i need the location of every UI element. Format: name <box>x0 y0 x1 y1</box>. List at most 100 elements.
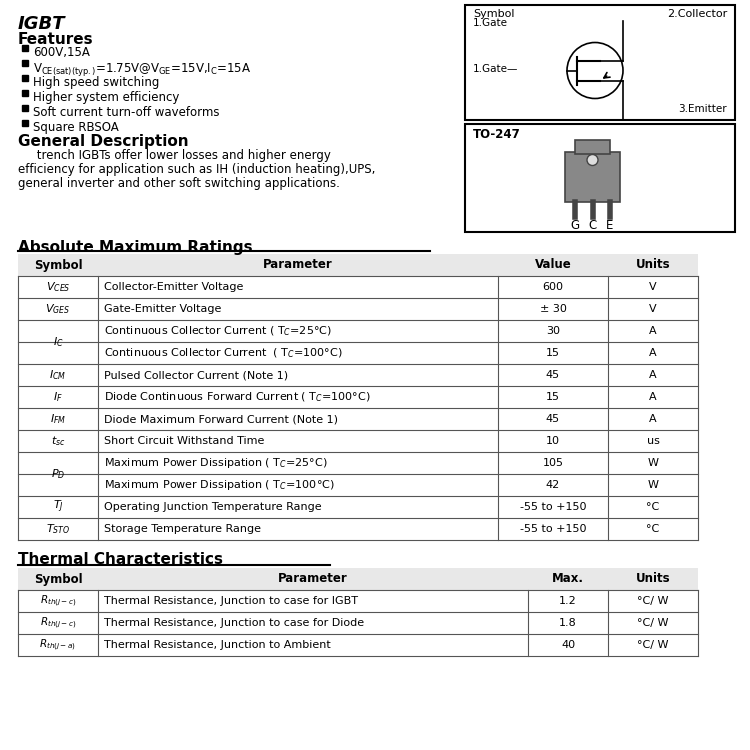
Text: $V_{CES}$: $V_{CES}$ <box>46 280 70 294</box>
Text: Soft current turn-off waveforms: Soft current turn-off waveforms <box>33 106 220 119</box>
Text: Absolute Maximum Ratings: Absolute Maximum Ratings <box>18 240 253 255</box>
Text: Operating Junction Temperature Range: Operating Junction Temperature Range <box>104 502 322 512</box>
Text: °C/ W: °C/ W <box>638 596 669 606</box>
Text: $I_{CM}$: $I_{CM}$ <box>50 368 67 382</box>
Text: $V_{GES}$: $V_{GES}$ <box>46 302 70 316</box>
Text: $T_J$: $T_J$ <box>53 499 64 515</box>
Text: 10: 10 <box>546 436 560 446</box>
Text: us: us <box>646 436 659 446</box>
Text: 600: 600 <box>542 282 563 292</box>
Text: °C/ W: °C/ W <box>638 640 669 650</box>
Text: G: G <box>571 219 580 232</box>
Bar <box>22 90 28 96</box>
Text: E: E <box>606 219 613 232</box>
Text: 2.Collector: 2.Collector <box>667 9 727 19</box>
Bar <box>22 120 28 126</box>
Text: IGBT: IGBT <box>18 15 65 33</box>
Text: $I_{FM}$: $I_{FM}$ <box>50 412 66 426</box>
Text: Symbol: Symbol <box>473 9 514 19</box>
Bar <box>575 140 610 154</box>
Text: General Description: General Description <box>18 134 189 149</box>
Text: 45: 45 <box>546 370 560 380</box>
Text: Pulsed Collector Current (Note 1): Pulsed Collector Current (Note 1) <box>104 370 288 380</box>
Text: $R_{th(j-c)}$: $R_{th(j-c)}$ <box>40 615 76 631</box>
Text: V: V <box>650 304 657 314</box>
Text: A: A <box>650 370 657 380</box>
Text: C: C <box>588 219 597 232</box>
Bar <box>22 75 28 81</box>
Text: Maximum Power Dissipation ( T$_C$=25°C): Maximum Power Dissipation ( T$_C$=25°C) <box>104 456 328 470</box>
Text: $I_C$: $I_C$ <box>53 335 63 349</box>
Text: Parameter: Parameter <box>263 259 333 272</box>
Text: $T_{STO}$: $T_{STO}$ <box>46 522 70 536</box>
Text: Diode Continuous Forward Current ( T$_C$=100°C): Diode Continuous Forward Current ( T$_C$… <box>104 390 370 404</box>
Text: $P_D$: $P_D$ <box>51 467 65 481</box>
Text: 1.Gate: 1.Gate <box>473 17 508 28</box>
Text: $R_{th(j-a)}$: $R_{th(j-a)}$ <box>40 638 76 652</box>
Text: W: W <box>647 458 658 468</box>
Text: 1.2: 1.2 <box>559 596 577 606</box>
Text: High speed switching: High speed switching <box>33 76 159 89</box>
Text: efficiency for application such as IH (induction heating),UPS,: efficiency for application such as IH (i… <box>18 163 375 176</box>
Text: A: A <box>650 348 657 358</box>
Text: TO-247: TO-247 <box>473 128 520 141</box>
Text: Storage Temperature Range: Storage Temperature Range <box>104 524 261 534</box>
Text: -55 to +150: -55 to +150 <box>520 524 586 534</box>
Text: A: A <box>650 326 657 336</box>
Text: Parameter: Parameter <box>278 572 348 586</box>
Text: Square RBSOA: Square RBSOA <box>33 121 118 134</box>
Bar <box>18 568 698 590</box>
Text: Thermal Resistance, Junction to case for Diode: Thermal Resistance, Junction to case for… <box>104 618 364 628</box>
Bar <box>565 152 620 202</box>
Text: Units: Units <box>636 259 670 272</box>
Text: 42: 42 <box>546 480 560 490</box>
Text: trench IGBTs offer lower losses and higher energy: trench IGBTs offer lower losses and high… <box>18 149 331 162</box>
Text: 45: 45 <box>546 414 560 424</box>
Text: °C/ W: °C/ W <box>638 618 669 628</box>
Text: Diode Maximum Forward Current (Note 1): Diode Maximum Forward Current (Note 1) <box>104 414 338 424</box>
Text: Symbol: Symbol <box>34 572 82 586</box>
Text: Short Circuit Withstand Time: Short Circuit Withstand Time <box>104 436 264 446</box>
Text: A: A <box>650 392 657 402</box>
Text: $I_F$: $I_F$ <box>53 390 63 404</box>
Text: 40: 40 <box>561 640 575 650</box>
Text: Value: Value <box>535 259 572 272</box>
Text: $t_{sc}$: $t_{sc}$ <box>51 434 65 448</box>
Text: Gate-Emitter Voltage: Gate-Emitter Voltage <box>104 304 221 314</box>
Text: Continuous Collector Current ( T$_C$=25°C): Continuous Collector Current ( T$_C$=25°… <box>104 324 332 338</box>
Bar <box>22 60 28 66</box>
Text: °C: °C <box>646 524 660 534</box>
Text: 15: 15 <box>546 392 560 402</box>
Text: Thermal Characteristics: Thermal Characteristics <box>18 552 223 567</box>
Text: $\mathregular{V_{CE(sat)(typ.)}}$=1.75V@$\mathregular{V_{GE}}$=15V,$\mathregular: $\mathregular{V_{CE(sat)(typ.)}}$=1.75V@… <box>33 61 251 78</box>
Text: -55 to +150: -55 to +150 <box>520 502 586 512</box>
Text: general inverter and other soft switching applications.: general inverter and other soft switchin… <box>18 177 340 190</box>
Text: ± 30: ± 30 <box>539 304 566 314</box>
Text: 3.Emitter: 3.Emitter <box>678 104 727 114</box>
Circle shape <box>587 154 598 166</box>
Bar <box>465 124 735 232</box>
Text: Higher system efficiency: Higher system efficiency <box>33 91 179 104</box>
Text: Collector-Emitter Voltage: Collector-Emitter Voltage <box>104 282 243 292</box>
Text: 15: 15 <box>546 348 560 358</box>
Text: A: A <box>650 414 657 424</box>
Text: 30: 30 <box>546 326 560 336</box>
Text: $R_{th(j-c)}$: $R_{th(j-c)}$ <box>40 593 76 609</box>
Text: Features: Features <box>18 32 94 47</box>
Text: Thermal Resistance, Junction to case for IGBT: Thermal Resistance, Junction to case for… <box>104 596 358 606</box>
Text: Max.: Max. <box>552 572 584 586</box>
Bar <box>465 5 735 120</box>
Bar <box>22 105 28 111</box>
Bar <box>18 254 698 276</box>
Text: Continuous Collector Current  ( T$_C$=100°C): Continuous Collector Current ( T$_C$=100… <box>104 346 343 360</box>
Text: 105: 105 <box>542 458 563 468</box>
Text: V: V <box>650 282 657 292</box>
Text: Thermal Resistance, Junction to Ambient: Thermal Resistance, Junction to Ambient <box>104 640 331 650</box>
Text: 1.Gate—: 1.Gate— <box>473 64 518 74</box>
Text: Maximum Power Dissipation ( T$_C$=100°C): Maximum Power Dissipation ( T$_C$=100°C) <box>104 478 334 492</box>
Text: °C: °C <box>646 502 660 512</box>
Text: Units: Units <box>636 572 670 586</box>
Text: 600V,15A: 600V,15A <box>33 46 90 59</box>
Text: Symbol: Symbol <box>34 259 82 272</box>
Bar <box>22 45 28 51</box>
